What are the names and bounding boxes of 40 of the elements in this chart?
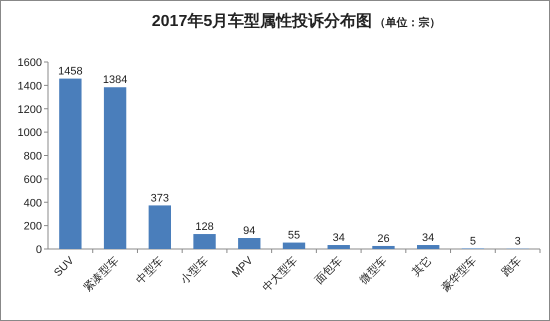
y-tick-label: 400	[24, 197, 42, 210]
y-tick-label: 1000	[18, 127, 42, 140]
y-tick-label: 600	[24, 174, 42, 186]
y-tick-label: 1200	[18, 104, 42, 116]
x-tick-label: 跑车	[499, 254, 524, 279]
y-tick-label: 1600	[18, 57, 42, 69]
x-tick-label: 中型车	[133, 254, 166, 286]
data-label: 34	[332, 232, 345, 244]
data-label: 373	[150, 192, 169, 204]
bar	[193, 234, 216, 249]
y-tick-label: 1400	[18, 80, 42, 92]
bar	[417, 245, 440, 249]
data-label: 5	[470, 235, 476, 248]
bar	[282, 242, 306, 249]
y-tick-label: 0	[36, 244, 42, 256]
bar	[148, 205, 171, 249]
chart-title: 2017年5月车型属性投诉分布图	[152, 12, 372, 30]
bar	[59, 78, 82, 249]
chart-subtitle: （单位：宗）	[374, 16, 440, 29]
bar	[238, 238, 260, 249]
data-label: 3	[514, 236, 521, 248]
x-tick-label: 微型车	[357, 254, 390, 286]
data-label: 1458	[58, 66, 83, 78]
data-label: 26	[377, 232, 390, 245]
data-label: 94	[243, 225, 256, 238]
bar	[328, 245, 350, 249]
x-tick-label: 其它	[410, 254, 434, 279]
y-tick-label: 200	[24, 220, 42, 233]
x-tick-label: 紧凑型车	[80, 254, 122, 294]
bar	[372, 246, 395, 249]
x-tick-label: 小型车	[178, 254, 211, 286]
x-tick-label: 豪华型车	[438, 254, 480, 294]
y-tick-label: 800	[24, 150, 42, 162]
data-label: 128	[195, 221, 214, 234]
x-tick-label: 中大型车	[260, 254, 300, 294]
x-tick-label: 面包车	[312, 254, 345, 286]
data-label: 34	[422, 232, 434, 244]
data-label: 55	[288, 230, 300, 242]
data-label: 1384	[102, 74, 128, 86]
bar	[104, 87, 126, 249]
